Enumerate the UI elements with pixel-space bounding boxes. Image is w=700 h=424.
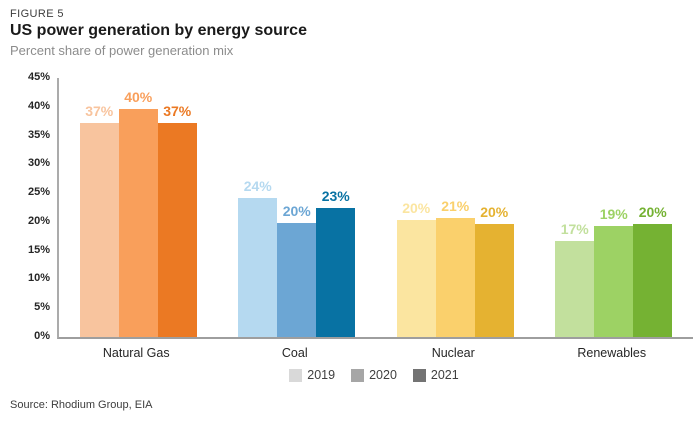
bar-group-nuclear: 20% 21% 20% xyxy=(376,78,535,337)
source-note: Source: Rhodium Group, EIA xyxy=(10,399,153,411)
y-axis-labels: 0% 5% 10% 15% 20% 25% 30% 35% 40% 45% xyxy=(0,71,50,342)
legend-label: 2021 xyxy=(430,368,459,382)
y-tick-label: 0% xyxy=(34,330,50,342)
category-label: Natural Gas xyxy=(102,346,170,360)
bar: 17% xyxy=(555,221,595,337)
bar-value-label: 37% xyxy=(85,102,114,119)
bar: 20% xyxy=(633,204,673,337)
category-label: Coal xyxy=(281,346,308,360)
legend: 2019 2020 2021 xyxy=(57,368,691,382)
x-axis-labels: Natural Gas Coal Nuclear Renewables xyxy=(57,346,691,360)
bar-value-label: 19% xyxy=(599,205,628,222)
bar-value-label: 20% xyxy=(480,204,509,221)
bar: 20% xyxy=(277,203,317,337)
bar-group-natural-gas: 37% 40% 37% xyxy=(59,78,218,337)
bar: 19% xyxy=(594,206,634,337)
bar-value-label: 20% xyxy=(638,204,667,221)
bar: 20% xyxy=(474,204,514,337)
bar-value-label: 37% xyxy=(163,102,192,119)
bar-value-label: 17% xyxy=(560,221,589,238)
y-tick-label: 45% xyxy=(27,71,50,83)
legend-item: 2021 xyxy=(412,368,459,382)
y-tick-label: 30% xyxy=(27,157,50,170)
plot-area: 37% 40% 37% 24% 20% 23% 20% 21% 20% 17% 19% 20% xyxy=(57,78,693,339)
bar: 21% xyxy=(435,198,475,337)
bar-value-label: 40% xyxy=(124,89,153,106)
bar-value-label: 23% xyxy=(321,187,350,204)
category-label: Nuclear xyxy=(431,346,475,360)
category-label: Renewables xyxy=(577,346,647,360)
legend-swatch-icon xyxy=(351,368,365,382)
bar: 37% xyxy=(79,103,119,337)
legend-swatch-icon xyxy=(412,368,426,382)
y-tick-label: 25% xyxy=(27,186,50,199)
bar-value-label: 24% xyxy=(243,178,272,195)
bar-value-label: 20% xyxy=(402,199,431,216)
y-tick-label: 5% xyxy=(34,301,50,314)
legend-swatch-icon xyxy=(289,368,303,382)
bar-value-label: 20% xyxy=(282,203,311,220)
bar: 24% xyxy=(238,178,278,337)
bar: 23% xyxy=(316,188,356,337)
chart-title: US power generation by energy source xyxy=(10,22,307,39)
legend-item: 2019 xyxy=(289,368,335,382)
legend-label: 2019 xyxy=(307,368,336,382)
bar: 37% xyxy=(157,103,197,337)
legend-item: 2020 xyxy=(351,368,397,382)
bar-group-coal: 24% 20% 23% xyxy=(218,78,377,337)
y-tick-label: 15% xyxy=(27,243,50,256)
y-tick-label: 20% xyxy=(27,214,50,227)
y-tick-label: 40% xyxy=(27,99,50,112)
legend-label: 2020 xyxy=(369,368,397,382)
bar: 40% xyxy=(118,89,158,337)
y-tick-label: 10% xyxy=(27,272,50,285)
figure-label: FIGURE 5 xyxy=(10,8,64,20)
bar: 20% xyxy=(396,200,436,337)
y-tick-label: 35% xyxy=(27,128,50,141)
chart-subtitle: Percent share of power generation mix xyxy=(10,43,234,58)
bar-group-renewables: 17% 19% 20% xyxy=(535,78,694,337)
bar-value-label: 21% xyxy=(441,198,470,215)
